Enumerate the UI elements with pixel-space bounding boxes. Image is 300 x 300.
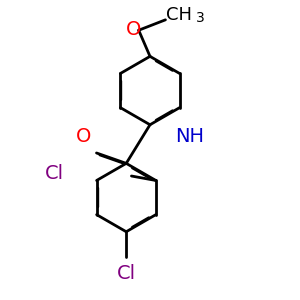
Text: Cl: Cl: [45, 164, 64, 183]
Text: Cl: Cl: [117, 264, 136, 283]
Text: O: O: [126, 20, 141, 39]
Text: CH: CH: [166, 6, 192, 24]
Text: 3: 3: [196, 11, 205, 25]
Text: O: O: [75, 127, 91, 146]
Text: NH: NH: [175, 127, 204, 146]
